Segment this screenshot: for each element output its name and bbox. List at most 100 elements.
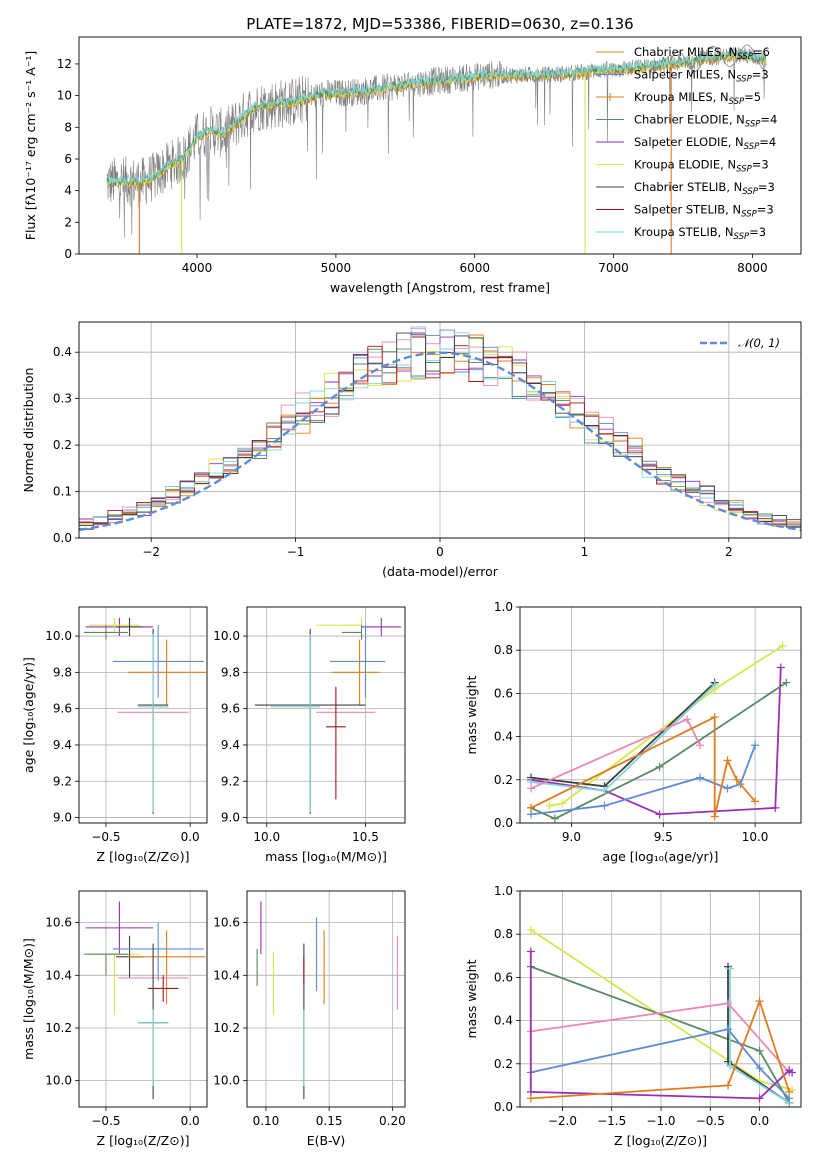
legend-label-text: Salpeter ELODIE, N [634,135,744,149]
legend-label-tail: =5 [744,90,761,104]
mass_vs_Z-panel: −0.5 0.0 10.0 10.2 10.4 10.6 Z [log₁₀(Z/Z⊙)] ma… [21,890,208,1148]
weight-point-marker [788,1068,797,1077]
age_vs_Z-ytick-label: 9.6 [53,702,72,716]
weight-point-marker [723,784,732,793]
legend-label-sub: SSP [742,187,758,197]
weight_vs_age-xtick-label: 10.0 [742,830,769,844]
residual-legend-label: 𝒩(0, 1) [738,336,780,350]
spectrum-ytick-label: 8 [64,120,72,134]
legend-label-tail: =3 [752,158,769,172]
weight-point-marker [755,997,764,1006]
weight-point-marker [683,715,692,724]
weight-point-marker [732,775,741,784]
weight-point-marker [778,641,787,650]
weight_vs_Z-xlabel: Z [log₁₀(Z/Z⊙)] [614,1133,707,1148]
legend-label-tail: =6 [753,45,770,59]
residuals-ytick-label: 0.1 [53,485,72,499]
legend-label-sub: SSP [729,97,745,107]
residual-histogram [79,332,801,528]
weight-point-marker [755,1046,764,1055]
spectrum-legend-label: Salpeter MILES, NSSP=3 [634,68,769,85]
spectrum-xtick-label: 5000 [321,261,352,275]
weight-point-marker [782,678,791,687]
weight_vs_Z-xtick-label: −1.5 [597,1114,626,1128]
mass_vs_Z-ytick-label: 10.0 [45,1074,72,1088]
spectrum-legend-label: Chabrier ELODIE, NSSP=4 [634,113,777,130]
weight-point-marker [695,741,704,750]
spectrum-xtick-label: 7000 [598,261,629,275]
legend-label-text: Chabrier ELODIE, N [634,113,745,127]
mass_vs_EBV-xtick-label: 0.10 [253,1114,280,1128]
spectrum-ylabel: Flux [fλ10⁻¹⁷ erg cm⁻² s⁻¹ A⁻¹] [23,51,38,240]
legend-label-tail: =4 [760,113,777,127]
age_vs_mass-ytick-label: 9.4 [221,738,240,752]
weight_vs_Z-ytick-label: 0.0 [494,1100,513,1114]
spectrum-xlabel: wavelength [Angstrom, rest frame] [330,280,550,295]
weight-point-marker [710,812,719,821]
weight-series-line [530,1002,790,1073]
weight_vs_Z-plot-area [526,925,797,1107]
age_vs_mass-ytick-label: 10.0 [213,629,240,643]
weight_vs_Z-ylabel: mass weight [464,959,479,1038]
weight-point-marker [776,663,785,672]
weight-point-marker [600,801,609,810]
weight-series-line [530,998,791,1100]
spectrum-ytick-label: 10 [57,89,72,103]
residuals-xtick-label: 1 [581,545,589,559]
legend-label-sub: SSP [744,142,760,152]
weight_vs_Z-frame [519,890,802,1108]
gaussian-curve [79,351,801,532]
residuals-xlabel: (data-model)/error [382,564,499,579]
residuals-ytick-label: 0.3 [53,392,72,406]
weight-point-marker [527,803,536,812]
legend-label-sub: SSP [736,165,752,175]
weight-point-marker [726,964,735,973]
mass_vs_EBV-xtick-label: 0.15 [316,1114,343,1128]
legend-label-tail: =3 [752,68,769,82]
weight_vs_Z-ytick-label: 0.6 [494,970,513,984]
weight-series-line [530,744,756,816]
spectrum-legend-label: Kroupa MILES, NSSP=5 [634,90,761,107]
spectrum-legend-label: Salpeter ELODIE, NSSP=4 [634,135,776,152]
weight-series-line [549,645,784,807]
legend-label-sub: SSP [737,52,753,62]
age_vs_mass-ytick-label: 9.0 [221,811,240,825]
legend-label-tail: =4 [759,135,776,149]
residuals-plot-area [79,326,801,532]
spectrum-plot-area [106,44,767,254]
weight-series-line [530,684,716,792]
mass_vs_EBV-plot-area [256,901,398,1100]
weight_vs_Z-ytick-label: 0.2 [494,1057,513,1071]
mass_vs_EBV-panel: 0.10 0.15 0.20 10.0 10.2 10.4 10.6 E(B-V) [213,890,406,1148]
age_vs_Z-xlabel: Z [log₁₀(Z/Z⊙)] [97,849,190,864]
residuals-frame [78,321,802,539]
age_vs_Z-ytick-label: 10.0 [45,629,72,643]
legend-label-text: Kroupa STELIB, N [634,225,734,239]
age_vs_mass-ytick-label: 9.8 [221,665,240,679]
age_vs_Z-ytick-label: 9.4 [53,738,72,752]
weight_vs_Z-xtick-label: −0.5 [696,1114,725,1128]
mass_vs_Z-ytick-label: 10.6 [45,916,72,930]
spectrum-legend-label: Kroupa ELODIE, NSSP=3 [634,158,769,175]
mass_vs_Z-xlabel: Z [log₁₀(Z/Z⊙)] [97,1133,190,1148]
weight_vs_age-ytick-label: 1.0 [494,600,513,614]
spectrum-ytick-label: 0 [64,247,72,261]
weight-point-marker [726,1061,735,1070]
weight-point-marker [558,799,567,808]
spectrum-legend-label: Kroupa STELIB, NSSP=3 [634,225,766,242]
age_vs_Z-xtick-label: −0.5 [91,830,120,844]
mass_vs_Z-xtick-label: −0.5 [91,1114,120,1128]
spectrum-xtick-label: 6000 [459,261,490,275]
age_vs_mass-panel: 10.0 10.5 9.0 9.2 9.4 9.6 9.8 10.0 mass [log₁₀(M… [213,606,406,864]
weight-point-marker [550,814,559,823]
spectrum-xtick-label: 8000 [737,261,768,275]
weight_vs_Z-xtick-label: −1.0 [646,1114,675,1128]
weight-point-marker [723,756,732,765]
spectrum-legend-label: Salpeter STELIB, NSSP=3 [634,203,774,220]
mass_vs_EBV-xtick-label: 0.20 [379,1114,406,1128]
weight_vs_age-ytick-label: 0.0 [494,816,513,830]
age_vs_mass-ytick-label: 9.2 [221,774,240,788]
weight-point-marker [545,801,554,810]
weight-point-marker [526,947,535,956]
weight_vs_Z-xtick-label: 0.0 [750,1114,769,1128]
